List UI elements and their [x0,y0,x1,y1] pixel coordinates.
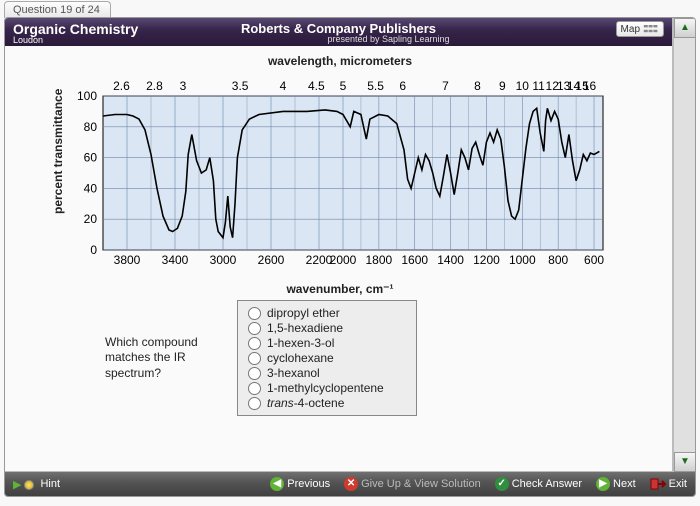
svg-text:1200: 1200 [473,253,500,267]
svg-text:2000: 2000 [330,253,357,267]
option-radio-5[interactable] [248,382,261,395]
hint-button[interactable]: ▶ Hint [13,478,60,491]
question-prompt: Which compound matches the IR spectrum? [105,335,225,382]
option-radio-4[interactable] [248,367,261,380]
next-button[interactable]: ▶ Next [596,477,636,491]
map-button[interactable]: Map [616,21,664,37]
option-label-5: 1-methylcyclopentene [267,381,384,395]
svg-text:3800: 3800 [114,253,141,267]
previous-icon: ◀ [270,477,284,491]
previous-button[interactable]: ◀ Previous [270,477,330,491]
svg-text:800: 800 [548,253,568,267]
svg-text:0: 0 [90,243,97,257]
option-radio-2[interactable] [248,337,261,350]
bulb-icon [24,480,34,490]
svg-text:9: 9 [499,79,506,93]
exit-button[interactable]: Exit [650,477,687,491]
header-bar: Organic Chemistry Loudon Roberts & Compa… [5,18,672,46]
bottom-axis-label: wavenumber, cm⁻¹ [55,282,625,296]
svg-text:5: 5 [340,79,347,93]
option-radio-6[interactable] [248,397,261,410]
option-label-4: 3-hexanol [267,366,320,380]
option-label-2: 1-hexen-3-ol [267,336,334,350]
app-window: Question 19 of 24 Organic Chemistry Loud… [0,0,700,506]
question-row: Which compound matches the IR spectrum? … [105,300,662,416]
svg-text:7: 7 [442,79,449,93]
svg-text:1000: 1000 [509,253,536,267]
main-frame: Organic Chemistry Loudon Roberts & Compa… [4,17,696,497]
svg-text:5.5: 5.5 [367,79,384,93]
option-radio-1[interactable] [248,322,261,335]
option-label-6: trans-4-octene [267,396,344,410]
svg-text:600: 600 [584,253,604,267]
svg-text:3000: 3000 [210,253,237,267]
giveup-button[interactable]: ✕ Give Up & View Solution [344,477,481,491]
next-label: Next [613,478,636,490]
svg-text:80: 80 [84,120,98,134]
svg-text:8: 8 [474,79,481,93]
y-axis-label: percent transmittance [51,89,65,214]
option-3[interactable]: cyclohexane [248,351,406,365]
svg-text:6: 6 [399,79,406,93]
check-answer-button[interactable]: ✓ Check Answer [495,477,582,491]
svg-text:1800: 1800 [366,253,393,267]
giveup-label: Give Up & View Solution [361,478,481,490]
ir-chart-svg: 0204060801003800340030002600220020001800… [55,70,615,280]
svg-text:2.6: 2.6 [113,79,130,93]
svg-text:16: 16 [583,79,597,93]
svg-text:60: 60 [84,151,98,165]
option-label-1: 1,5-hexadiene [267,321,343,335]
check-label: Check Answer [512,478,582,490]
svg-text:2200: 2200 [306,253,333,267]
content: wavelength, micrometers percent transmit… [5,46,672,420]
scrollbar[interactable]: ▲ ▼ [673,18,695,472]
option-1[interactable]: 1,5-hexadiene [248,321,406,335]
answer-options: dipropyl ether1,5-hexadiene1-hexen-3-olc… [237,300,417,416]
exit-icon [650,477,666,491]
svg-text:2600: 2600 [258,253,285,267]
option-2[interactable]: 1-hexen-3-ol [248,336,406,350]
check-icon: ✓ [495,477,509,491]
svg-text:3: 3 [180,79,187,93]
scroll-down-button[interactable]: ▼ [674,452,696,472]
svg-text:100: 100 [77,89,97,103]
tab-label: Question 19 of 24 [13,4,100,16]
map-label: Map [621,24,640,35]
content-pane: Organic Chemistry Loudon Roberts & Compa… [5,18,673,472]
giveup-icon: ✕ [344,477,358,491]
question-tab[interactable]: Question 19 of 24 [4,1,111,18]
svg-text:1600: 1600 [401,253,428,267]
svg-text:3.5: 3.5 [232,79,249,93]
publisher-name: Roberts & Company Publishers [241,21,436,36]
option-5[interactable]: 1-methylcyclopentene [248,381,406,395]
author-name: Loudon [13,36,138,44]
svg-text:3400: 3400 [162,253,189,267]
ir-spectrum-chart: wavelength, micrometers percent transmit… [55,54,625,296]
option-radio-0[interactable] [248,307,261,320]
scroll-up-button[interactable]: ▲ [674,18,696,38]
option-0[interactable]: dipropyl ether [248,306,406,320]
svg-text:2.8: 2.8 [146,79,163,93]
hint-label: Hint [40,478,60,490]
map-icon [643,23,659,35]
exit-label: Exit [669,478,687,490]
next-icon: ▶ [596,477,610,491]
arrow-icon: ▶ [13,478,21,491]
option-6[interactable]: trans-4-octene [248,396,406,410]
svg-text:4.5: 4.5 [308,79,325,93]
svg-text:20: 20 [84,212,98,226]
svg-text:4: 4 [280,79,287,93]
option-4[interactable]: 3-hexanol [248,366,406,380]
option-radio-3[interactable] [248,352,261,365]
option-label-3: cyclohexane [267,351,334,365]
header-left: Organic Chemistry Loudon [13,21,138,44]
top-axis-label: wavelength, micrometers [55,54,625,68]
svg-text:1400: 1400 [437,253,464,267]
svg-text:11: 11 [532,79,545,93]
svg-text:10: 10 [516,79,530,93]
option-label-0: dipropyl ether [267,306,340,320]
svg-text:40: 40 [84,181,98,195]
footer-bar: ▶ Hint ◀ Previous ✕ Give Up & View Solut… [5,472,695,496]
previous-label: Previous [287,478,330,490]
